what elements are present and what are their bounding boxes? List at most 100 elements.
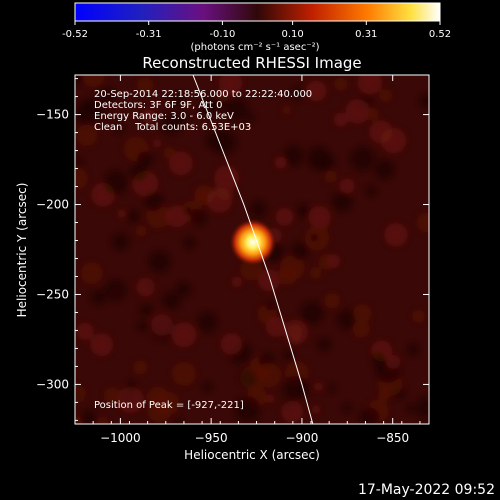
y-tick-label: −300 [36, 377, 69, 391]
background-noise [357, 75, 383, 95]
colorbar-tick-label: -0.10 [209, 29, 235, 40]
background-noise [282, 145, 305, 167]
background-noise [333, 112, 348, 127]
background-noise [282, 105, 291, 115]
background-noise [136, 277, 155, 297]
colorbar-unit-label: (photons cm⁻² s⁻¹ asec⁻²) [190, 42, 319, 53]
background-noise [148, 250, 171, 273]
x-axis-label: Heliocentric X (arcsec) [184, 448, 320, 462]
background-noise [182, 206, 191, 215]
colorbar-tick-label: 0.52 [429, 29, 451, 40]
background-noise [75, 383, 86, 404]
background-noise [173, 417, 183, 424]
background-noise [406, 403, 416, 413]
y-tick-label: −150 [36, 108, 69, 122]
background-noise [384, 223, 408, 247]
background-noise [324, 170, 338, 183]
background-noise [76, 322, 94, 341]
background-noise [274, 156, 287, 169]
background-noise [202, 382, 213, 393]
background-noise [81, 75, 105, 88]
background-noise [111, 233, 130, 251]
colorbar [74, 2, 441, 22]
background-noise [104, 279, 127, 301]
background-noise [275, 208, 294, 226]
peak-source [228, 218, 277, 267]
background-noise [75, 156, 84, 167]
background-noise [298, 381, 310, 393]
background-noise [411, 309, 426, 323]
background-noise [345, 99, 370, 124]
colorbar-tick-label: -0.52 [62, 29, 88, 40]
background-noise [317, 337, 331, 351]
background-noise [291, 334, 301, 343]
background-noise [245, 112, 255, 123]
x-tick-label: −850 [376, 431, 409, 445]
background-noise [189, 208, 207, 226]
background-noise [160, 113, 183, 136]
plot-frame [74, 74, 430, 425]
background-noise [81, 97, 101, 118]
background-noise [386, 354, 401, 369]
background-noise [234, 396, 261, 422]
background-noise [352, 320, 370, 338]
background-noise [171, 322, 197, 348]
background-noise [306, 146, 331, 171]
background-noise [318, 254, 335, 271]
background-noise [135, 225, 147, 237]
background-noise [295, 203, 311, 218]
background-noise [136, 77, 154, 94]
info-time-range: 20-Sep-2014 22:18:56.000 to 22:22:40.000 [94, 89, 312, 100]
background-noise [80, 409, 97, 424]
background-noise [143, 191, 164, 211]
background-noise [283, 319, 308, 344]
background-noise [283, 375, 309, 401]
background-noise [171, 361, 197, 386]
background-noise [283, 349, 295, 361]
background-noise [114, 124, 124, 134]
background-noise [326, 384, 336, 393]
background-noise [218, 75, 243, 95]
background-noise [379, 88, 393, 102]
background-noise [197, 311, 218, 333]
background-noise [324, 292, 341, 309]
background-noise [311, 405, 321, 414]
background-noise [140, 304, 153, 317]
background-noise [80, 262, 103, 285]
solar-limb-curve [192, 75, 314, 424]
background-noise [342, 403, 352, 413]
background-noise [265, 300, 276, 311]
x-tick-label: −950 [195, 431, 228, 445]
background-noise [339, 178, 355, 194]
background-noise [225, 98, 249, 122]
background-noise [170, 93, 185, 108]
y-tick-label: −200 [36, 198, 69, 212]
x-tick-label: −1000 [100, 431, 141, 445]
background-noise [277, 265, 298, 285]
background-noise [336, 309, 358, 330]
peak-position-label: Position of Peak = [-927,-221] [94, 400, 244, 411]
background-noise [377, 389, 390, 402]
background-noise [281, 400, 304, 423]
x-tick-label: −900 [285, 431, 318, 445]
background-noise [206, 187, 233, 213]
background-noise [359, 407, 380, 424]
background-noise [266, 394, 275, 403]
background-noise [290, 242, 309, 260]
background-noise [103, 387, 121, 405]
chart-title: Reconstructed RHESSI Image [142, 54, 361, 72]
background-noise [194, 189, 207, 202]
background-noise [214, 95, 228, 110]
background-noise [407, 343, 419, 356]
background-noise [75, 75, 85, 85]
background-noise [117, 209, 126, 218]
background-noise [265, 316, 286, 337]
background-noise [117, 386, 144, 413]
background-noise [96, 416, 109, 424]
background-noise [374, 159, 395, 180]
background-noise [300, 301, 324, 325]
background-noise [129, 163, 148, 181]
y-axis-ticks: −150 −200 −250 −300 [36, 78, 429, 421]
background-noise [256, 363, 282, 388]
